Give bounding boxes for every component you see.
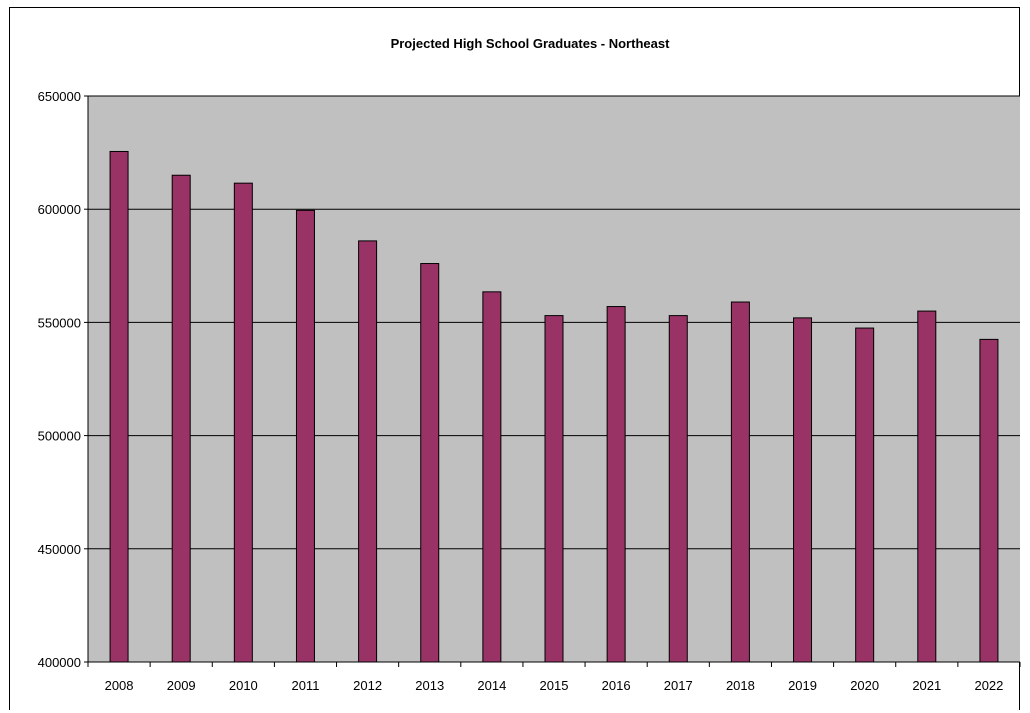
bar-2018 — [730, 301, 750, 663]
bar-2013 — [420, 263, 440, 663]
x-tick-label: 2011 — [291, 678, 319, 693]
bar-2021 — [917, 310, 937, 663]
bar-2016 — [606, 306, 626, 663]
y-axis-ticks: 400000 450000 500000 550000 600000 650000 — [38, 89, 88, 670]
bar-2011 — [295, 209, 315, 663]
bar-2010 — [233, 182, 253, 663]
y-tick-label: 600000 — [38, 202, 81, 217]
y-tick-label: 550000 — [38, 315, 81, 330]
bars — [109, 150, 999, 663]
y-tick-label: 650000 — [38, 89, 81, 104]
x-tick-label: 2012 — [353, 678, 382, 693]
x-tick-label: 2020 — [850, 678, 879, 693]
bar-2022 — [979, 338, 999, 663]
y-tick-label: 450000 — [38, 542, 81, 557]
x-tick-label: 2016 — [602, 678, 631, 693]
x-tick-label: 2010 — [229, 678, 258, 693]
bar-2009 — [171, 174, 191, 663]
x-axis-ticks: 2008 2009 2010 2011 2012 2013 2014 2015 2016 2017… — [87, 662, 1021, 693]
x-tick-label: 2018 — [726, 678, 755, 693]
bar-2020 — [855, 327, 875, 663]
x-tick-label: 2009 — [167, 678, 196, 693]
bar-2008 — [109, 150, 129, 663]
y-tick-label: 500000 — [38, 429, 81, 444]
x-tick-label: 2022 — [974, 678, 1003, 693]
x-tick-label: 2014 — [477, 678, 506, 693]
bar-2014 — [482, 291, 502, 663]
x-tick-label: 2015 — [540, 678, 569, 693]
x-tick-label: 2017 — [664, 678, 693, 693]
bar-2017 — [668, 315, 688, 663]
x-tick-label: 2021 — [912, 678, 941, 693]
bar-2019 — [793, 317, 813, 663]
x-tick-label: 2019 — [788, 678, 817, 693]
bar-2015 — [544, 315, 564, 663]
x-tick-label: 2008 — [105, 678, 134, 693]
y-tick-label: 400000 — [38, 655, 81, 670]
chart-title: Projected High School Graduates - Northe… — [391, 36, 670, 51]
x-tick-label: 2013 — [415, 678, 444, 693]
bar-2012 — [358, 240, 378, 663]
